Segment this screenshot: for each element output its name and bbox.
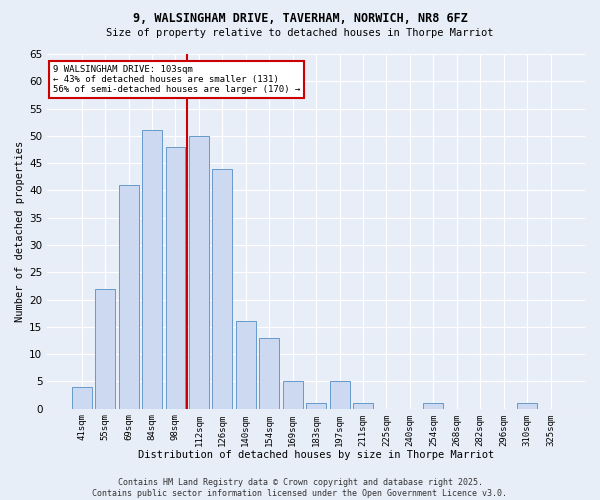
- Bar: [212, 168, 232, 408]
- Bar: [283, 382, 302, 408]
- Bar: [142, 130, 162, 408]
- Bar: [424, 404, 443, 408]
- Y-axis label: Number of detached properties: Number of detached properties: [15, 140, 25, 322]
- Bar: [236, 322, 256, 408]
- Text: Size of property relative to detached houses in Thorpe Marriot: Size of property relative to detached ho…: [106, 28, 494, 38]
- Bar: [166, 147, 185, 408]
- Bar: [259, 338, 279, 408]
- Bar: [353, 404, 373, 408]
- Bar: [95, 288, 115, 408]
- Bar: [189, 136, 209, 408]
- Text: 9, WALSINGHAM DRIVE, TAVERHAM, NORWICH, NR8 6FZ: 9, WALSINGHAM DRIVE, TAVERHAM, NORWICH, …: [133, 12, 467, 26]
- Bar: [306, 404, 326, 408]
- Bar: [72, 387, 92, 408]
- Text: Contains HM Land Registry data © Crown copyright and database right 2025.
Contai: Contains HM Land Registry data © Crown c…: [92, 478, 508, 498]
- Bar: [119, 185, 139, 408]
- X-axis label: Distribution of detached houses by size in Thorpe Marriot: Distribution of detached houses by size …: [138, 450, 494, 460]
- Bar: [329, 382, 350, 408]
- Bar: [517, 404, 537, 408]
- Text: 9 WALSINGHAM DRIVE: 103sqm
← 43% of detached houses are smaller (131)
56% of sem: 9 WALSINGHAM DRIVE: 103sqm ← 43% of deta…: [53, 64, 300, 94]
